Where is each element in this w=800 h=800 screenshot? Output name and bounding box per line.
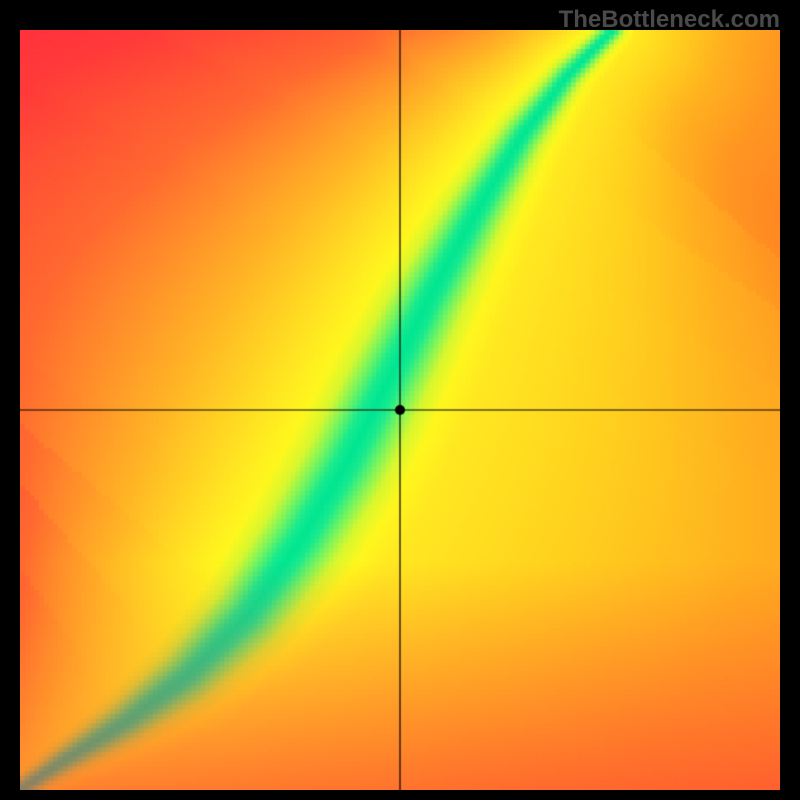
bottleneck-heatmap [20,30,780,790]
watermark-text: TheBottleneck.com [559,6,780,34]
